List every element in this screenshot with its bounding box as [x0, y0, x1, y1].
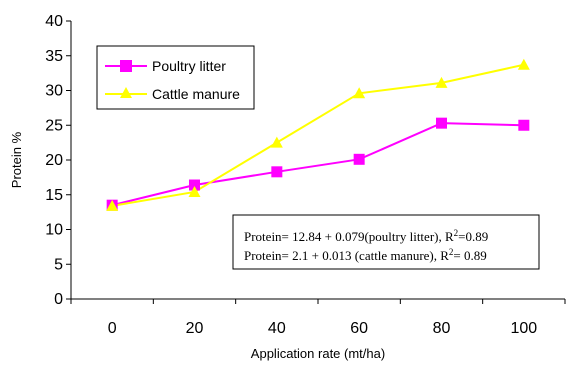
legend-marker-poultry: [120, 60, 132, 72]
equation-cattle: Protein= 2.1 + 0.013 (cattle manure), R2…: [244, 247, 487, 263]
y-axis-ticks: 0 5 10 15 20 25 30 35 40: [45, 13, 71, 308]
legend-label-cattle: Cattle manure: [152, 86, 240, 102]
x-tick-label: 80: [433, 320, 451, 337]
legend: Poultry litter Cattle manure: [96, 45, 255, 110]
data-point-poultry: [436, 117, 447, 129]
equation-poultry: Protein= 12.84 + 0.079(poultry litter), …: [244, 228, 488, 244]
series-line-poultry: [111, 122, 524, 207]
series-line-cattle: [112, 63, 525, 207]
y-tick-label: 15: [45, 187, 63, 204]
data-point-poultry: [518, 119, 530, 131]
y-tick-label: 10: [45, 222, 63, 239]
data-point-cattle: [106, 199, 119, 211]
data-point-poultry: [189, 179, 200, 191]
data-point-poultry: [353, 153, 365, 165]
legend-marker-cattle: [120, 87, 132, 98]
y-tick-label: 20: [45, 152, 63, 169]
x-tick-label: 100: [510, 320, 537, 337]
data-point-cattle: [517, 58, 530, 70]
y-axis-label: Protein %: [9, 131, 24, 188]
y-tick-label: 0: [54, 291, 63, 308]
legend-label-poultry: Poultry litter: [152, 58, 226, 74]
data-point-cattle: [435, 76, 448, 88]
y-tick-label: 35: [45, 48, 63, 65]
data-point-cattle: [353, 87, 366, 99]
legend-box: [96, 45, 255, 110]
data-point-cattle: [270, 136, 283, 148]
y-tick-label: 5: [54, 256, 63, 273]
y-tick-label: 40: [45, 13, 63, 30]
x-tick-label: 40: [268, 320, 286, 337]
x-tick-label: 60: [350, 320, 368, 337]
data-point-poultry: [271, 166, 283, 178]
x-axis-label: Application rate (mt/ha): [251, 346, 385, 361]
y-tick-label: 30: [45, 83, 63, 100]
x-tick-label: 20: [186, 320, 204, 337]
series-group: [106, 58, 530, 211]
equation-box: [232, 214, 540, 270]
data-point-cattle: [188, 185, 201, 197]
x-tick-label: 0: [108, 320, 117, 337]
x-axis-ticks: 0 20 40 60 80 100: [70, 299, 566, 337]
y-tick-label: 25: [45, 117, 63, 134]
equation-annotation: Protein= 12.84 + 0.079(poultry litter), …: [232, 214, 540, 270]
